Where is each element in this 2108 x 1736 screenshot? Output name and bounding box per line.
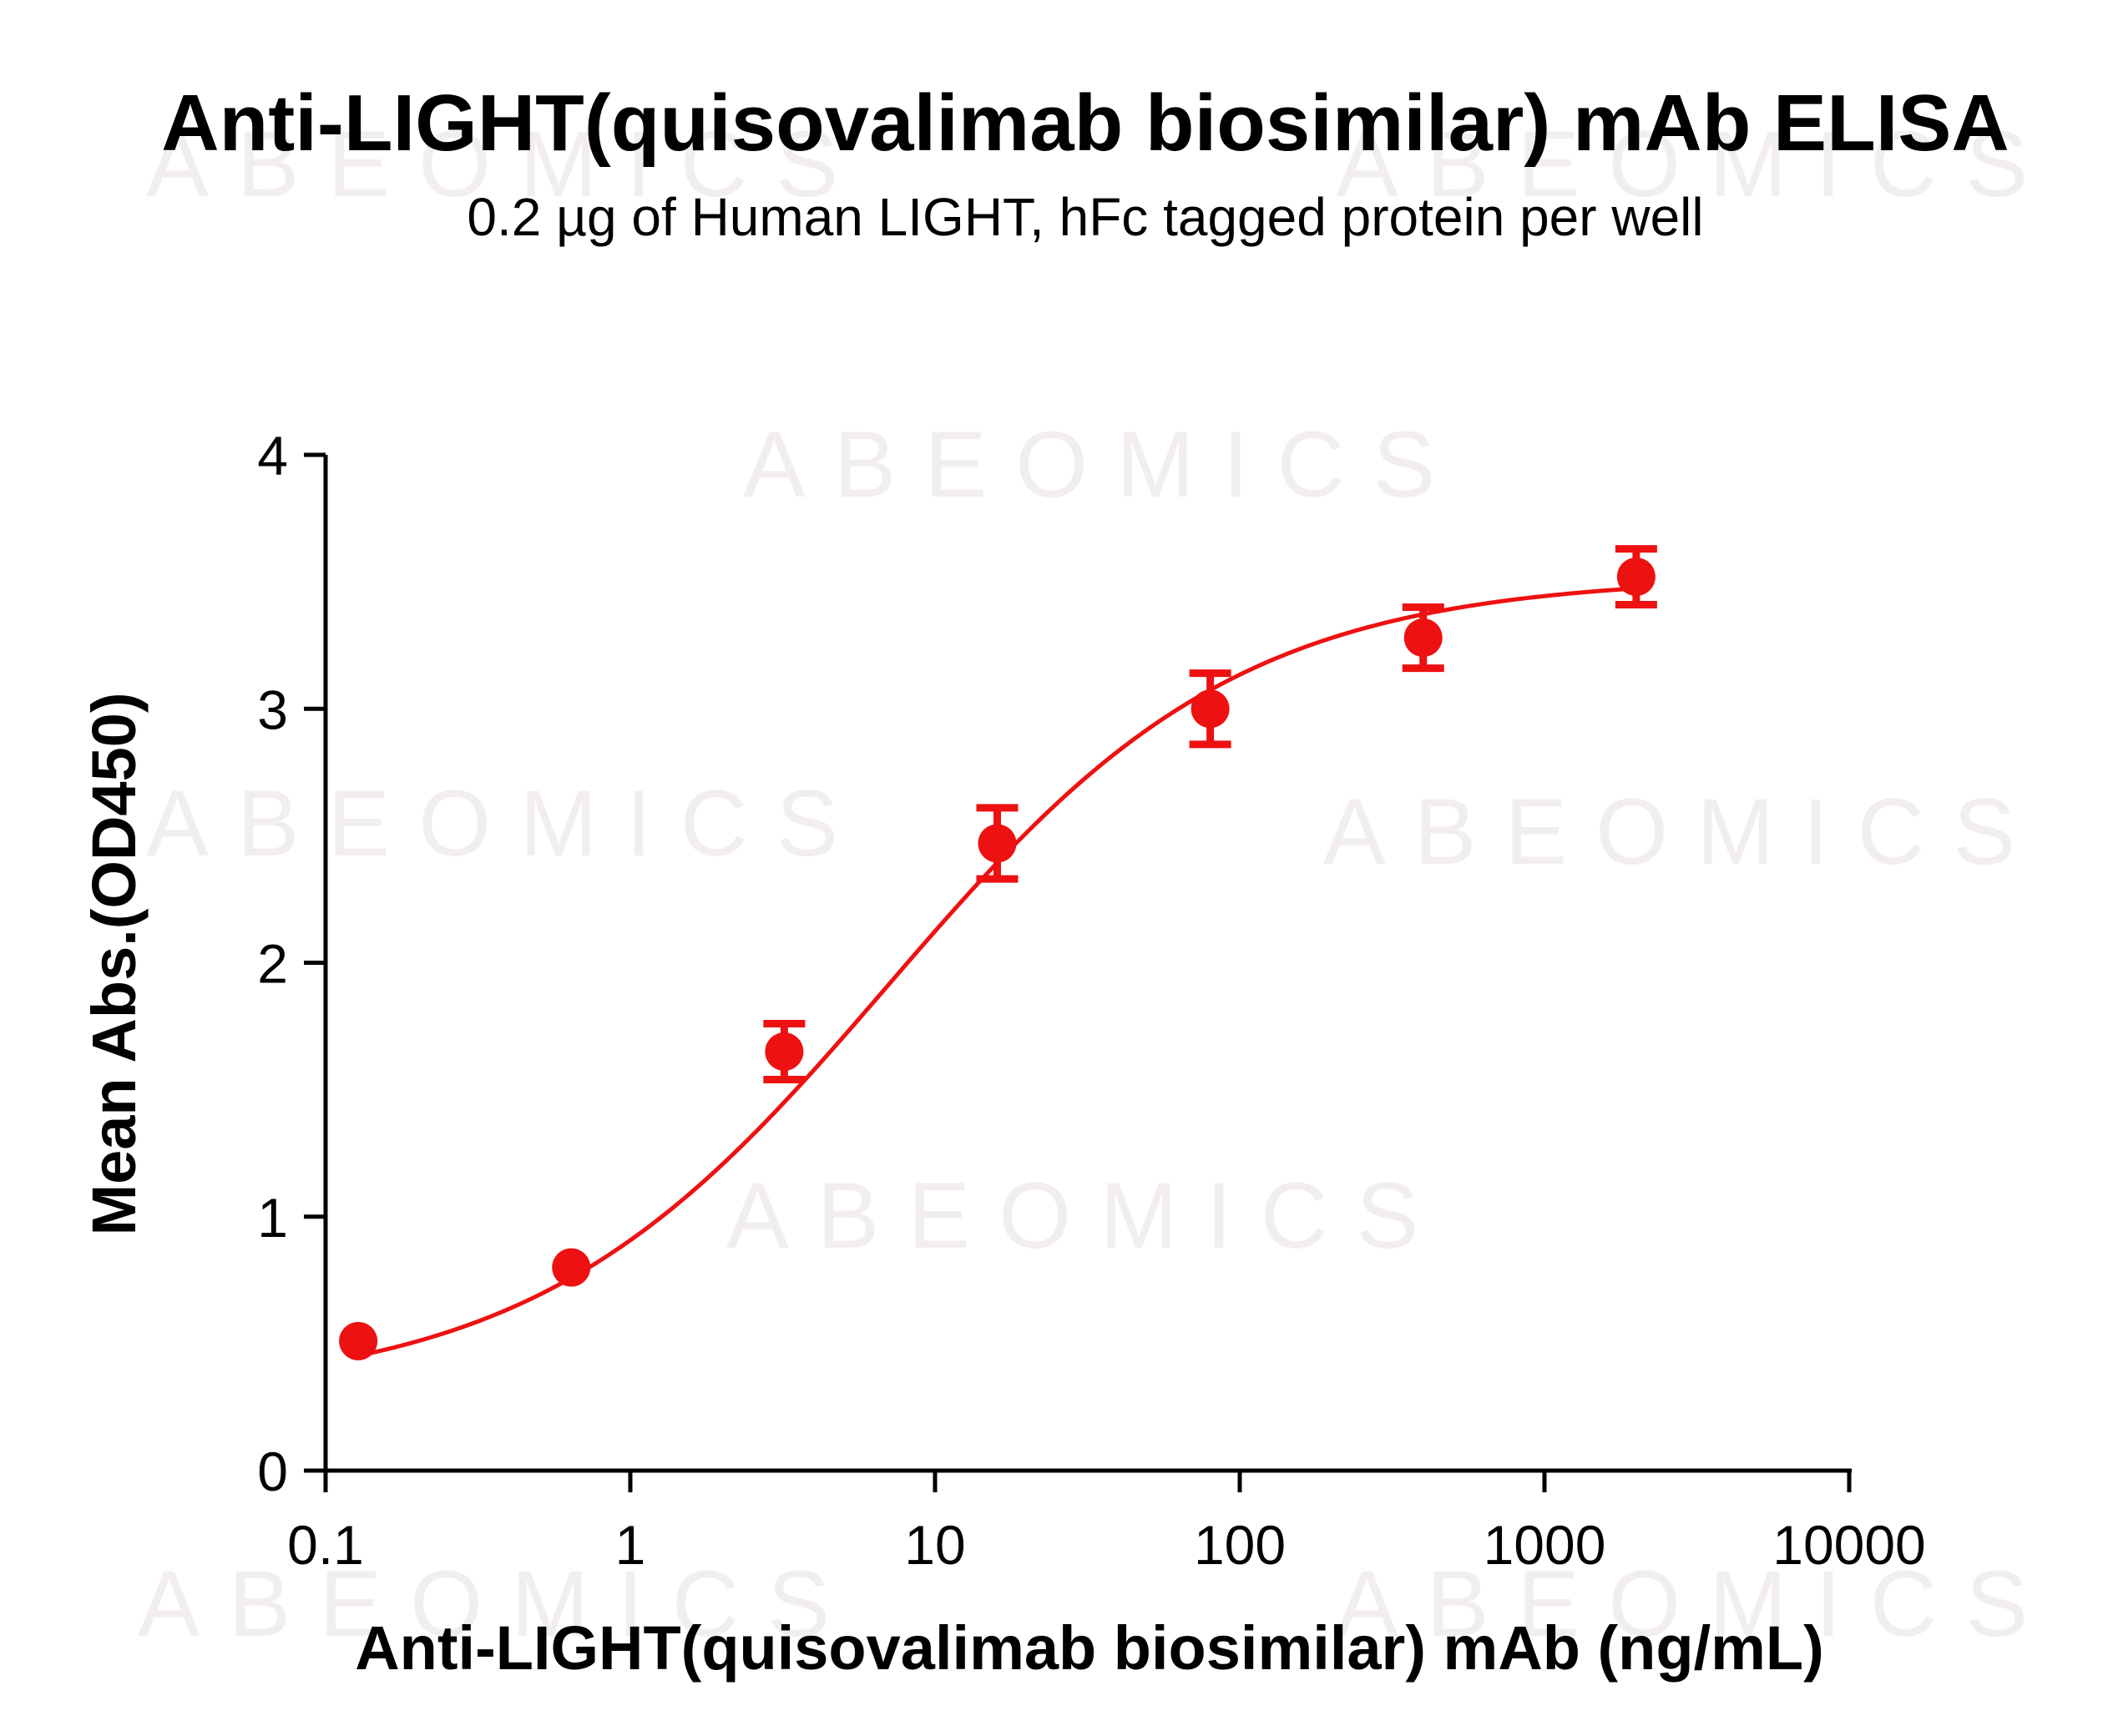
x-tick-label: 10000 — [1772, 1514, 1926, 1576]
watermark-text: ABEOMICS — [146, 112, 867, 216]
watermark-text: ABEOMICS — [1336, 1552, 2056, 1656]
y-tick-label: 2 — [257, 933, 288, 995]
y-axis-ticks: 0 1 2 3 4 — [257, 425, 326, 1502]
y-tick-label: 3 — [257, 679, 288, 740]
data-points-layer — [339, 545, 1657, 1360]
x-tick-label: 1 — [615, 1514, 646, 1576]
chart-subtitle: 0.2 µg of Human LIGHT, hFc tagged protei… — [467, 187, 1703, 247]
x-axis-label: Anti-LIGHT(quisovalimab biosimilar) mAb … — [355, 1613, 1824, 1683]
y-tick-label: 0 — [257, 1441, 288, 1502]
watermark-text: ABEOMICS — [743, 412, 1463, 517]
watermark-text: ABEOMICS — [146, 771, 867, 876]
watermark-text: ABEOMICS — [726, 1163, 1447, 1268]
watermark-text: ABEOMICS — [1336, 112, 2056, 216]
data-point — [1616, 558, 1656, 597]
data-point — [1403, 618, 1443, 658]
chart-title: Anti-LIGHT(quisovalimab biosimilar) mAb … — [161, 78, 2009, 168]
watermark-layer: ABEOMICS ABEOMICS ABEOMICS ABEOMICS ABEO… — [138, 112, 2056, 1656]
y-tick-label: 4 — [257, 425, 288, 487]
x-tick-label: 100 — [1194, 1514, 1286, 1576]
data-point — [978, 824, 1017, 863]
x-tick-label: 0.1 — [287, 1514, 364, 1576]
x-tick-label: 1000 — [1484, 1514, 1606, 1576]
y-axis-label: Mean Abs.(OD450) — [79, 692, 149, 1235]
x-tick-label: 10 — [904, 1514, 965, 1576]
data-point — [339, 1321, 378, 1360]
data-point — [1190, 689, 1230, 729]
watermark-text: ABEOMICS — [1323, 780, 2044, 884]
y-tick-label: 1 — [257, 1187, 288, 1249]
data-point — [765, 1032, 804, 1071]
data-point — [552, 1248, 591, 1287]
watermark-text: ABEOMICS — [138, 1552, 858, 1656]
x-axis-ticks: 0.1 1 10 100 1000 10000 — [287, 1471, 1926, 1576]
